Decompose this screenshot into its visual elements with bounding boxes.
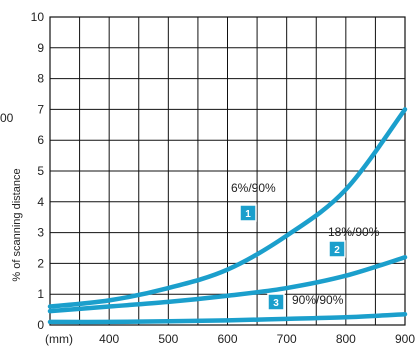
annotations: 6%/90% 1 18%/90% 2 90%/90% 3 (231, 181, 380, 311)
series-badge-2: 2 (328, 240, 346, 258)
grid (50, 17, 405, 325)
y-tick-label: 10 (31, 10, 45, 24)
y-tick-label: 4 (37, 195, 44, 209)
svg-text:1: 1 (245, 209, 251, 220)
y-axis-label: % of scanning distance (11, 168, 23, 281)
y-tick-label: 8 (37, 72, 44, 86)
svg-text:2: 2 (334, 245, 340, 256)
series-badge-3: 3 (267, 293, 285, 311)
series-group (47, 107, 408, 325)
x-tick-label: 900 (395, 332, 415, 346)
x-tick-label: 400 (99, 332, 119, 346)
x-tick-label: 700 (277, 332, 297, 346)
x-tick-label: 600 (217, 332, 237, 346)
series-label-1: 6%/90% (231, 181, 276, 195)
y-tick-label: 6 (37, 133, 44, 147)
x-axis-ticks: 400 500 600 700 800 900 (99, 332, 415, 346)
y-tick-label: 3 (37, 226, 44, 240)
y-tick-label: 1 (37, 287, 44, 301)
series-line-1 (47, 107, 408, 309)
side-label: 00 (0, 111, 14, 125)
y-tick-label: 7 (37, 102, 44, 116)
x-tick-label: 800 (336, 332, 356, 346)
y-tick-label: 0 (37, 318, 44, 332)
plot-frame (49, 16, 406, 326)
series-label-2: 18%/90% (328, 225, 380, 239)
y-tick-label: 2 (37, 256, 44, 270)
series-badge-1: 1 (239, 204, 257, 222)
y-tick-label: 9 (37, 41, 44, 55)
y-tick-label: 5 (37, 164, 44, 178)
svg-text:3: 3 (273, 298, 279, 309)
y-axis-ticks: 0 1 2 3 4 5 6 7 8 9 10 (31, 10, 45, 332)
series-label-3: 90%/90% (292, 293, 344, 307)
x-tick-label: 500 (158, 332, 178, 346)
x-unit-label: (mm) (45, 332, 73, 346)
series-line-2 (47, 254, 408, 314)
plot-area (49, 16, 406, 326)
series-line-3 (47, 311, 408, 325)
